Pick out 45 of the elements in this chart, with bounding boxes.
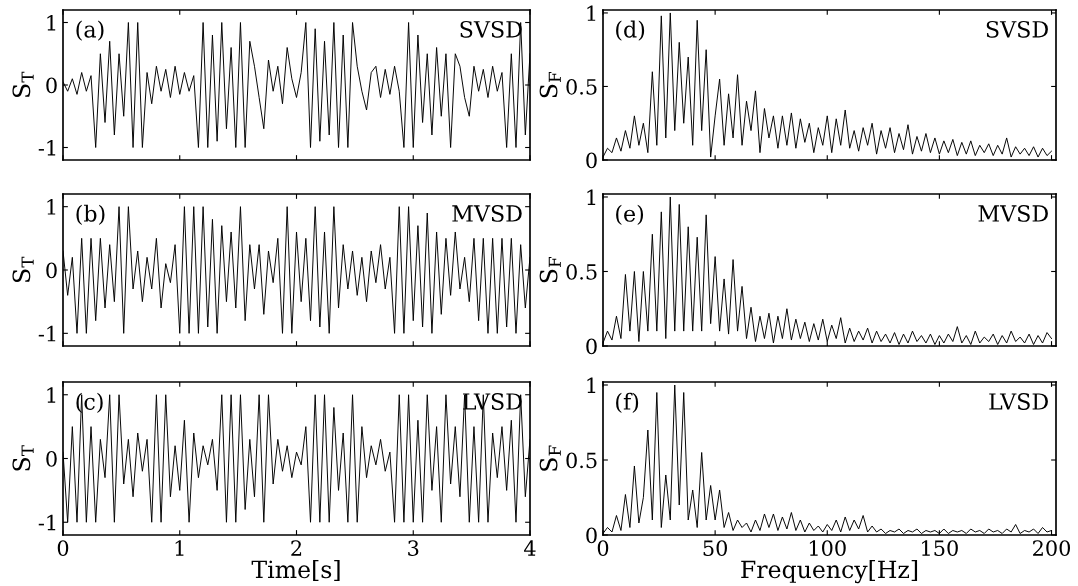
y-tick-label: 0: [46, 450, 57, 467]
annotation: LVSD: [989, 393, 1048, 410]
x-tick-label: 4: [524, 540, 536, 556]
y-tick-label: 0.5: [566, 452, 597, 469]
x-tick-label: 1: [175, 540, 184, 556]
y-tick-label: 1: [47, 387, 56, 403]
annotation: SVSD: [986, 20, 1048, 38]
y-tick-label: -1: [38, 325, 56, 342]
annotation: (b): [76, 204, 105, 225]
annotation: (f): [616, 392, 639, 414]
y-tick-label: 0: [46, 77, 57, 94]
y-axis-title: S$_{T}$: [12, 445, 34, 471]
annotation: (d): [616, 20, 645, 41]
annotation: (a): [76, 20, 104, 41]
y-tick-label: 0: [586, 338, 597, 355]
y-tick-label: -1: [38, 514, 56, 531]
y-axis-title: S$_{T}$: [12, 71, 34, 98]
y-tick-label: 1: [587, 189, 596, 205]
y-tick-label: 1: [587, 377, 596, 393]
y-axis-title: S$_{F}$: [539, 257, 561, 283]
x-tick-label: 50: [703, 540, 727, 556]
y-tick-label: -1: [38, 139, 56, 156]
y-tick-label: 0: [46, 262, 57, 279]
y-axis-title: S$_{F}$: [539, 445, 561, 471]
y-tick-label: 0.5: [566, 78, 597, 95]
y-tick-label: 0: [586, 152, 597, 169]
y-axis-title: S$_{T}$: [12, 256, 34, 283]
x-tick-label: 0: [597, 540, 609, 556]
y-tick-label: 0.5: [566, 263, 597, 280]
y-tick-label: 1: [47, 14, 56, 31]
x-axis-title: Frequency[Hz]: [741, 560, 918, 584]
x-tick-label: 2: [291, 540, 302, 556]
x-tick-label: 100: [809, 540, 846, 556]
annotation: MVSD: [452, 205, 522, 222]
annotation: MVSD: [978, 205, 1048, 222]
y-tick-label: 1: [587, 5, 596, 21]
x-tick-label: 3: [408, 540, 419, 556]
y-tick-label: 1: [47, 199, 56, 215]
y-tick-label: 0: [586, 527, 597, 544]
x-tick-label: 200: [1033, 540, 1071, 556]
annotation: (e): [616, 204, 644, 225]
x-axis-title: Time[s]: [251, 560, 340, 582]
x-tick-label: 150: [922, 540, 958, 556]
y-axis-title: S$_{F}$: [539, 72, 561, 98]
x-tick-label: 0: [57, 540, 69, 556]
